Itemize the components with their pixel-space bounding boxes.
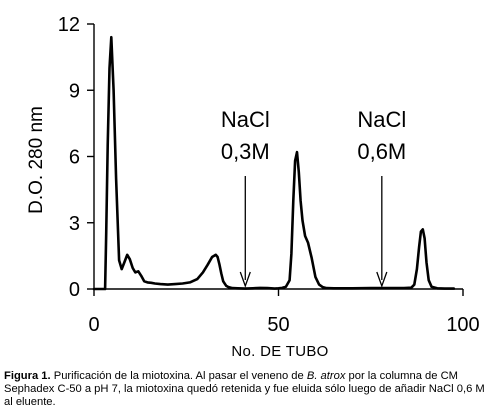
y-tick-label: 0 xyxy=(69,279,80,301)
y-tick-label: 3 xyxy=(69,213,80,235)
caption-label: Figura 1. xyxy=(4,370,51,382)
annotation-line1: NaCl xyxy=(221,107,270,132)
x-axis: 0 50 100 xyxy=(88,288,480,336)
annotation-arrow-head xyxy=(239,271,251,288)
x-tick-label: 0 xyxy=(88,314,99,336)
y-tick-label: 12 xyxy=(58,14,80,36)
y-tick-label: 6 xyxy=(69,147,80,169)
y-axis-title: D.O. 280 nm xyxy=(26,106,47,214)
annotation-arrow-head xyxy=(376,271,388,288)
y-tick-label: 9 xyxy=(69,80,80,102)
annotation-line2: 0,6M xyxy=(357,139,406,164)
y-axis: 0 3 6 9 12 xyxy=(58,14,95,301)
x-tick-label: 100 xyxy=(446,314,479,336)
caption-text-before: Purificación de la miotoxina. Al pasar e… xyxy=(50,370,307,382)
annotation-line1: NaCl xyxy=(357,107,406,132)
caption-text-after: por la columna de CM Sephadex C-50 a pH … xyxy=(4,370,485,408)
nacl-annotation: NaCl 0,3M xyxy=(221,107,270,288)
annotation-line2: 0,3M xyxy=(221,139,270,164)
elution-chart: 0 3 6 9 12 0 50 100 D.O. 280 nm No. DE TUBO Na… xyxy=(26,14,480,360)
nacl-annotation: NaCl 0,6M xyxy=(357,107,406,288)
figure-caption: Figura 1. Purificación de la miotoxina. … xyxy=(4,370,496,409)
caption-species: B. atrox xyxy=(306,370,346,382)
x-axis-title: No. DE TUBO xyxy=(231,343,328,360)
x-tick-label: 50 xyxy=(267,314,289,336)
series-line xyxy=(92,35,456,291)
